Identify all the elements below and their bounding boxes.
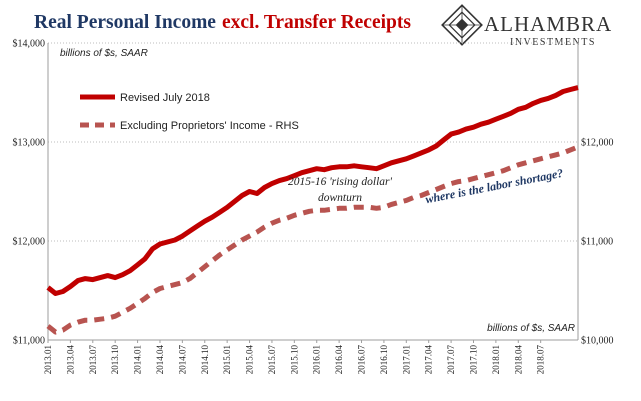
logo-name: ALHAMBRA — [484, 12, 612, 36]
x-tick-label: 2016.04 — [334, 345, 344, 375]
y-right-tick-label: $12,000 — [581, 138, 614, 149]
alhambra-logo: ALHAMBRA INVESTMENTS — [441, 4, 612, 48]
x-tick-label: 2015.07 — [267, 345, 277, 375]
x-tick-label: 2015.04 — [245, 345, 255, 375]
y-axis-left-labels: $11,000 $12,000 $13,000 $14,000 — [13, 39, 46, 347]
series-lines — [46, 85, 579, 335]
x-tick-label: 2014.10 — [200, 345, 210, 375]
x-tick-label: 2014.01 — [133, 345, 143, 374]
x-tick-label: 2014.04 — [155, 345, 165, 375]
diamond-logo-icon — [441, 4, 483, 46]
y-axis-right-labels: $10,000 $11,000 $12,000 — [581, 138, 614, 347]
x-tick-label: 2018.04 — [513, 345, 523, 375]
legend: Revised July 2018 Excluding Proprietors'… — [80, 92, 299, 132]
gridlines — [48, 42, 578, 242]
title-part-main: Real Personal Income — [34, 12, 216, 33]
y-left-tick-label: $11,000 — [13, 336, 45, 347]
x-tick-label: 2013.01 — [43, 345, 53, 374]
legend-label-excluding: Excluding Proprietors' Income - RHS — [120, 120, 299, 132]
x-tick-label: 2015.10 — [289, 345, 299, 375]
x-tick-label: 2013.07 — [88, 345, 98, 375]
y-left-tick-label: $14,000 — [13, 39, 46, 50]
series-line-excluding — [46, 144, 579, 335]
x-tick-label: 2017.10 — [468, 345, 478, 375]
left-units-label: billions of $s, SAAR — [60, 48, 148, 59]
x-tick-label: 2017.04 — [424, 345, 434, 375]
series-line-revised — [46, 85, 579, 296]
y-left-tick-label: $12,000 — [13, 237, 46, 248]
x-tick-label: 2018.07 — [536, 345, 546, 375]
legend-label-revised: Revised July 2018 — [120, 92, 210, 104]
right-units-label: billions of $s, SAAR — [487, 323, 575, 334]
x-axis-labels: 2013.01 2013.04 2013.07 2013.10 2014.01 2014.… — [43, 340, 546, 374]
y-left-tick-label: $13,000 — [13, 138, 46, 149]
x-tick-label: 2017.01 — [401, 345, 411, 374]
annotation-labor-shortage: where is the labor shortage? — [424, 166, 564, 206]
y-right-tick-label: $11,000 — [581, 237, 613, 248]
x-tick-label: 2013.04 — [65, 345, 75, 375]
title-part-red: excl. Transfer Receipts — [222, 12, 411, 33]
y-right-tick-label: $10,000 — [581, 336, 614, 347]
x-tick-label: 2014.07 — [177, 345, 187, 375]
x-tick-label: 2016.01 — [312, 345, 322, 374]
x-tick-label: 2015.01 — [222, 345, 232, 374]
annotation-rising-dollar-line2: downturn — [318, 192, 362, 204]
x-tick-label: 2016.10 — [379, 345, 389, 375]
x-tick-label: 2013.10 — [110, 345, 120, 375]
x-tick-label: 2018.01 — [491, 345, 501, 374]
x-tick-label: 2017.07 — [446, 345, 456, 375]
chart-title: Real Personal Income excl. Transfer Recei… — [34, 12, 411, 33]
annotation-rising-dollar-line1: 2015-16 'rising dollar' — [288, 176, 392, 188]
x-tick-label: 2016.07 — [357, 345, 367, 375]
annotation-rising-dollar: 2015-16 'rising dollar' downturn — [288, 176, 392, 204]
